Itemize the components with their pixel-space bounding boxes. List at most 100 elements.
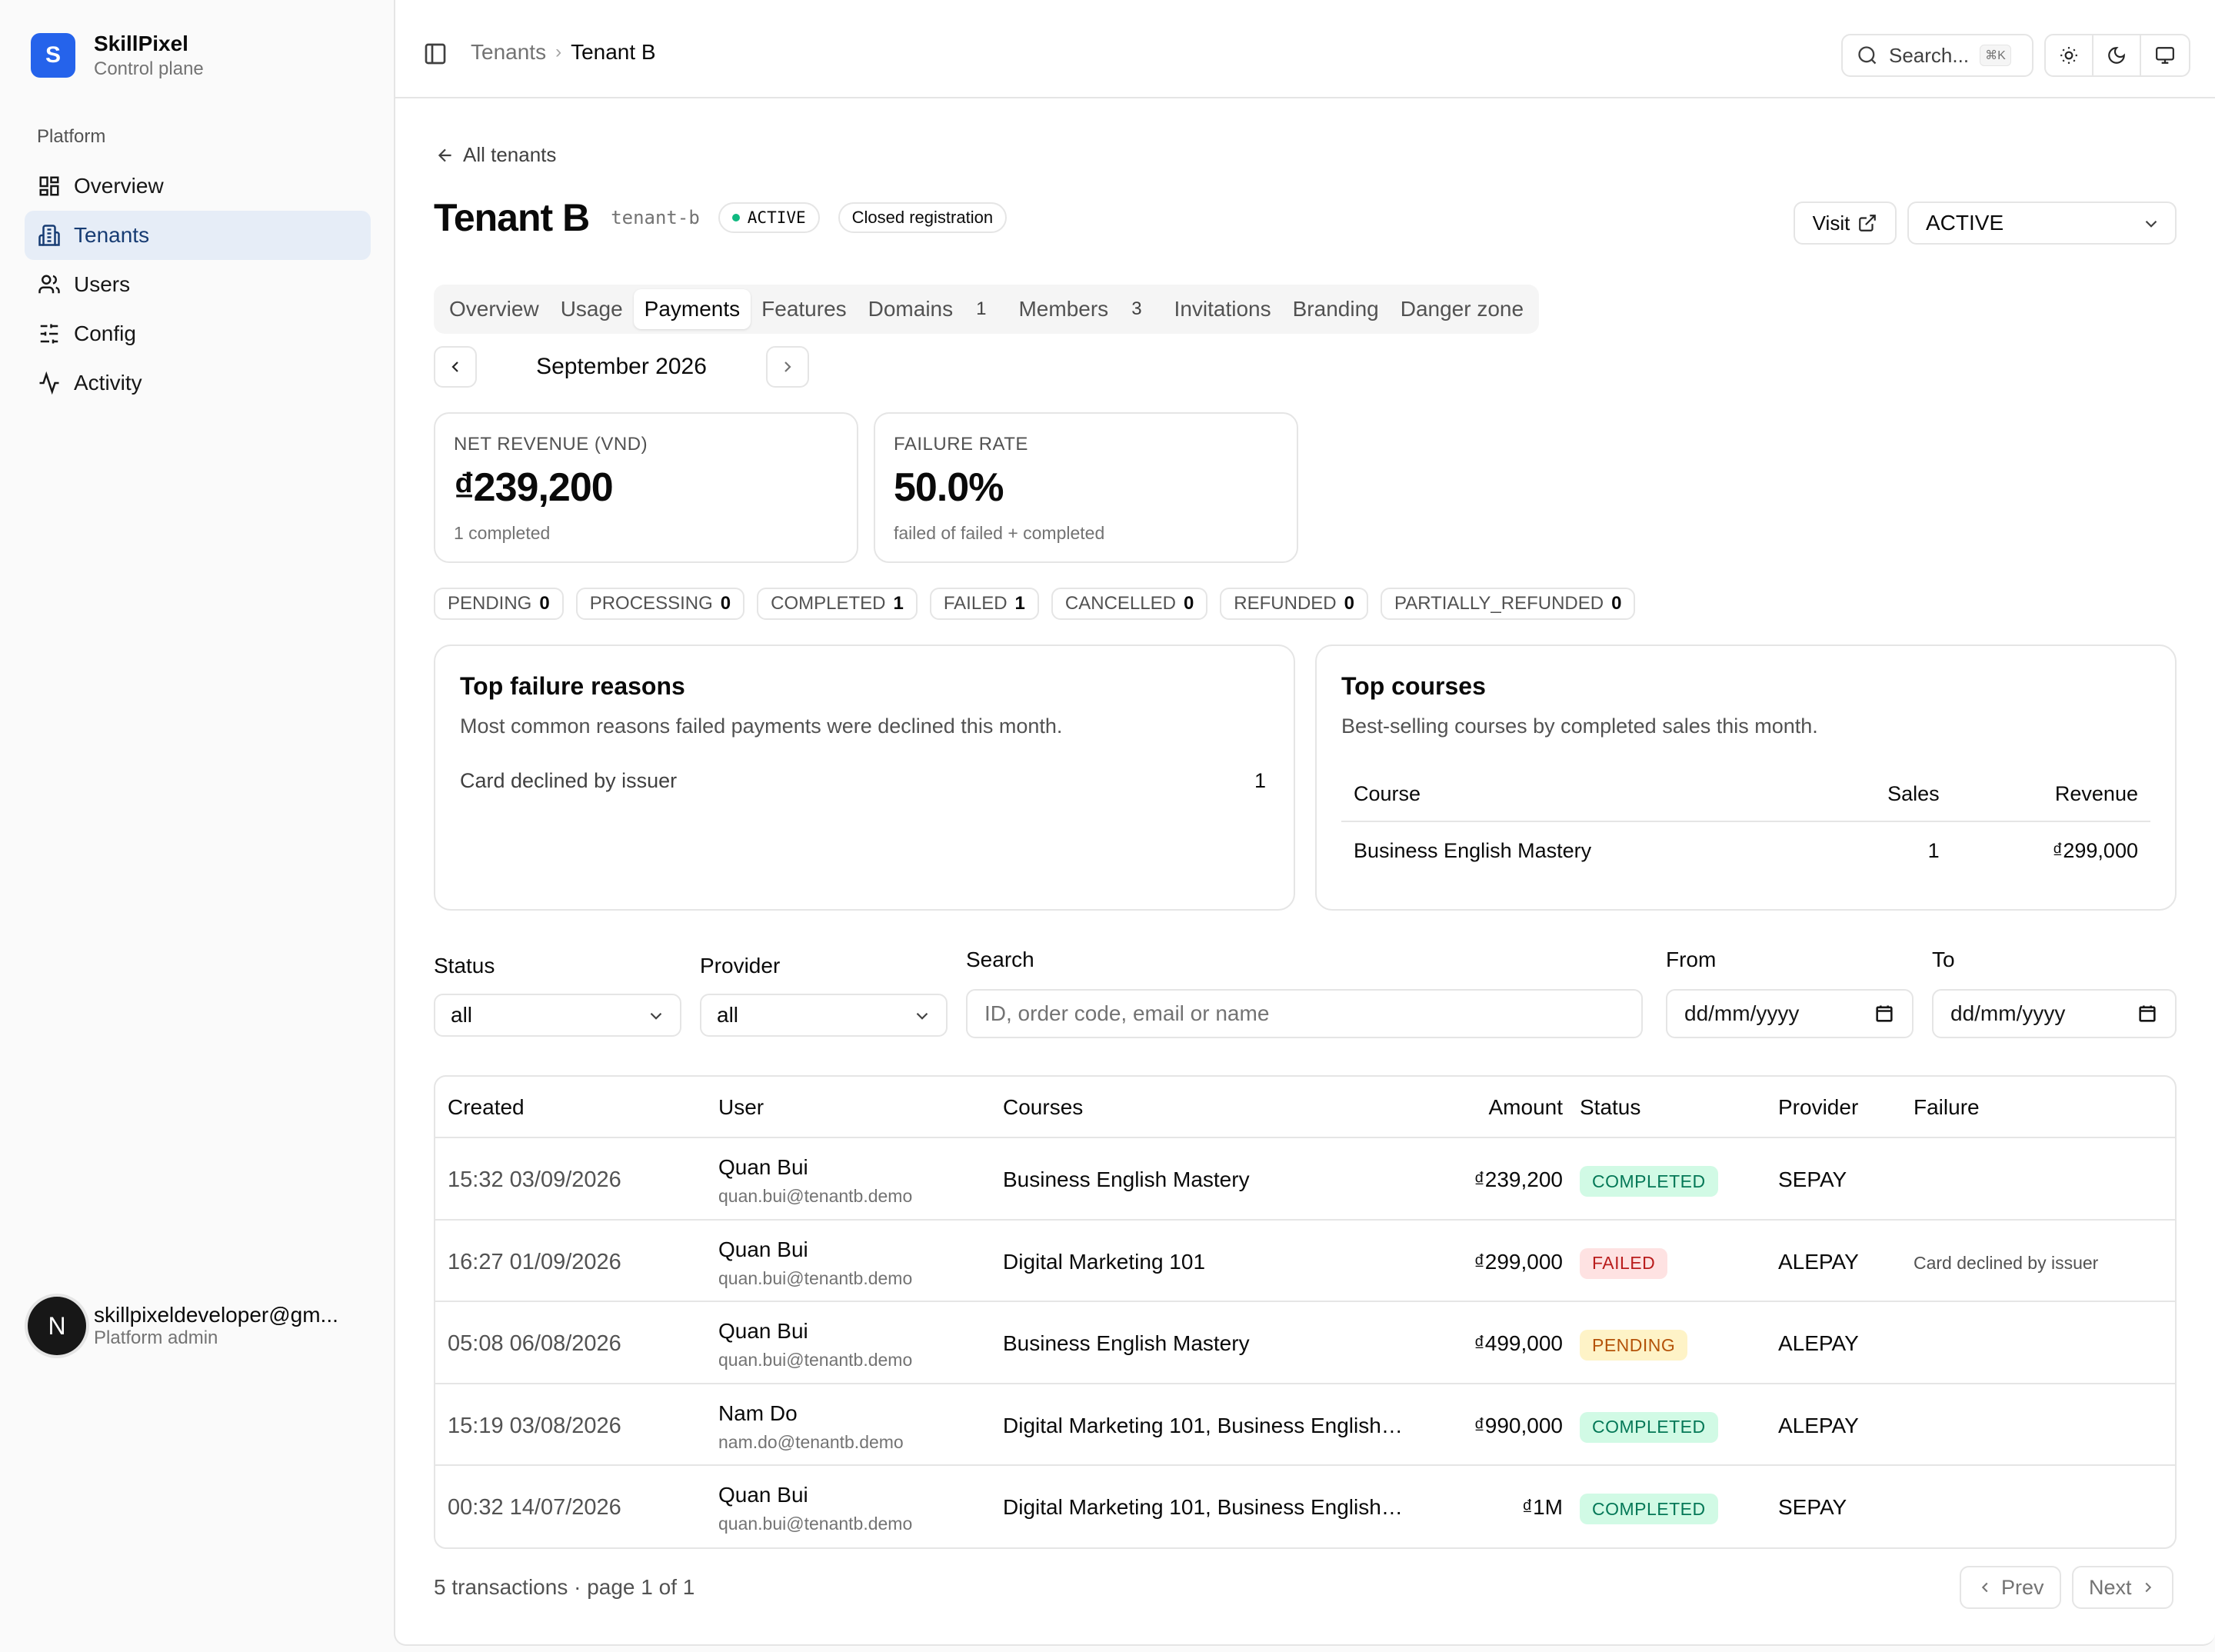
status-chip-pending: PENDING 0 bbox=[434, 588, 564, 620]
search-shortcut: ⌘K bbox=[1980, 45, 2011, 66]
column-header-status: Status bbox=[1580, 1095, 1641, 1119]
registration-badge: Closed registration bbox=[838, 202, 1008, 233]
calendar-icon[interactable] bbox=[1874, 1003, 1895, 1024]
stat-sub: failed of failed + completed bbox=[894, 523, 1105, 543]
visit-button[interactable]: Visit bbox=[1794, 202, 1897, 245]
column-header-created: Created bbox=[448, 1095, 525, 1119]
sidebar-item-users[interactable]: Users bbox=[25, 260, 371, 309]
column-header: Sales bbox=[1814, 768, 1952, 822]
status-dot bbox=[731, 214, 740, 221]
brand[interactable]: S SkillPixel Control plane bbox=[31, 31, 204, 80]
tab-usage[interactable]: Usage bbox=[550, 289, 634, 329]
status-badge: COMPLETED bbox=[1580, 1166, 1718, 1197]
created-cell: 05:08 06/08/2026 bbox=[448, 1331, 621, 1356]
tab-label: Branding bbox=[1292, 297, 1379, 321]
prev-page-button[interactable]: Prev bbox=[1960, 1566, 2061, 1609]
sidebar-item-label: Users bbox=[74, 272, 131, 296]
tenant-tabs: Overview Usage Payments Features Domains… bbox=[434, 285, 1540, 334]
chip-label: PROCESSING bbox=[589, 593, 713, 614]
calendar-icon[interactable] bbox=[2137, 1003, 2158, 1024]
provider-cell: SEPAY bbox=[1778, 1495, 1847, 1519]
tab-domains[interactable]: Domains 1 bbox=[858, 289, 1008, 329]
next-page-button[interactable]: Next bbox=[2072, 1566, 2173, 1609]
top-courses-table: Course Sales Revenue Business English Ma… bbox=[1341, 768, 2150, 880]
panel-title: Top courses bbox=[1341, 672, 1486, 700]
table-row[interactable]: 16:27 01/09/2026 Quan Bui quan.bui@tenan… bbox=[435, 1221, 2175, 1302]
status-chip-failed: FAILED 1 bbox=[929, 588, 1039, 620]
user-email: quan.bui@tenantb.demo bbox=[718, 1350, 913, 1370]
user-email: nam.do@tenantb.demo bbox=[718, 1431, 904, 1452]
table-row[interactable]: 05:08 06/08/2026 Quan Bui quan.bui@tenan… bbox=[435, 1302, 2175, 1384]
failure-cell: Card declined by issuer bbox=[1914, 1252, 2099, 1273]
provider-cell: ALEPAY bbox=[1778, 1413, 1859, 1437]
search-input[interactable]: ID, order code, email or name bbox=[966, 989, 1643, 1038]
courses-cell: Business English Mastery bbox=[1003, 1167, 1250, 1191]
sidebar-item-label: Config bbox=[74, 321, 136, 345]
tab-features[interactable]: Features bbox=[751, 289, 858, 329]
month-navigator: September 2026 bbox=[434, 346, 809, 388]
sidebar-item-tenants[interactable]: Tenants bbox=[25, 211, 371, 260]
tab-overview[interactable]: Overview bbox=[438, 289, 550, 329]
user-menu[interactable]: N skillpixeldeveloper@gm... Platform adm… bbox=[28, 1297, 355, 1355]
column-header: Revenue bbox=[1951, 768, 2150, 822]
courses-cell: Digital Marketing 101, Business English … bbox=[1003, 1413, 1403, 1437]
table-row[interactable]: 00:32 14/07/2026 Quan Bui quan.bui@tenan… bbox=[435, 1466, 2175, 1547]
tenant-status-select[interactable]: ACTIVE bbox=[1907, 202, 2177, 245]
provider-filter-select[interactable]: all bbox=[700, 994, 948, 1037]
page-title: Tenant B bbox=[434, 196, 590, 239]
tab-label: Danger zone bbox=[1400, 297, 1524, 321]
system-theme-button[interactable] bbox=[2141, 35, 2189, 75]
to-date-input[interactable]: dd/mm/yyyy bbox=[1932, 989, 2177, 1038]
chip-count: 0 bbox=[720, 593, 731, 614]
status-filter-select[interactable]: all bbox=[434, 994, 681, 1037]
table-row: Business English Mastery 1 ₫299,000 bbox=[1341, 821, 2150, 880]
tab-danger-zone[interactable]: Danger zone bbox=[1390, 289, 1534, 329]
status-badge: PENDING bbox=[1580, 1330, 1688, 1361]
back-to-tenants-link[interactable]: All tenants bbox=[435, 143, 556, 167]
user-email: skillpixeldeveloper@gm... bbox=[94, 1302, 338, 1327]
search-filter-label: Search bbox=[966, 948, 1034, 971]
amount-cell: ₫499,000 bbox=[1474, 1331, 1563, 1355]
sidebar-item-overview[interactable]: Overview bbox=[25, 162, 371, 211]
app-subtitle: Control plane bbox=[94, 58, 204, 79]
table-row[interactable]: 15:32 03/09/2026 Quan Bui quan.bui@tenan… bbox=[435, 1138, 2175, 1221]
table-row[interactable]: 15:19 03/08/2026 Nam Do nam.do@tenantb.d… bbox=[435, 1384, 2175, 1466]
failure-reason: Card declined by issuer bbox=[460, 769, 678, 792]
sidebar-toggle-icon[interactable] bbox=[423, 42, 448, 66]
tab-branding[interactable]: Branding bbox=[1282, 289, 1390, 329]
table-header: Created User Courses Amount Status Provi… bbox=[435, 1077, 2175, 1138]
chip-count: 0 bbox=[1344, 593, 1354, 614]
sidebar-item-activity[interactable]: Activity bbox=[25, 358, 371, 408]
user-name: Quan Bui bbox=[718, 1483, 808, 1507]
tab-members[interactable]: Members 3 bbox=[1008, 289, 1163, 329]
next-month-button[interactable] bbox=[766, 346, 809, 388]
chip-label: PENDING bbox=[448, 593, 532, 614]
chevron-down-icon bbox=[646, 1006, 666, 1026]
tenant-status-value: ACTIVE bbox=[1926, 211, 2004, 235]
dark-theme-button[interactable] bbox=[2093, 35, 2141, 75]
created-cell: 15:32 03/09/2026 bbox=[448, 1167, 621, 1192]
chip-label: REFUNDED bbox=[1234, 593, 1337, 614]
chip-count: 1 bbox=[893, 593, 904, 614]
sidebar-item-config[interactable]: Config bbox=[25, 309, 371, 358]
chip-count: 0 bbox=[539, 593, 550, 614]
light-theme-button[interactable] bbox=[2046, 35, 2093, 75]
back-link-label: All tenants bbox=[463, 143, 557, 166]
search-button[interactable]: Search... ⌘K bbox=[1841, 34, 2033, 77]
status-chip-partially-refunded: PARTIALLY_REFUNDED 0 bbox=[1381, 588, 1636, 620]
course-revenue: ₫299,000 bbox=[2052, 839, 2138, 862]
theme-switcher bbox=[2044, 34, 2190, 77]
breadcrumb-tenants[interactable]: Tenants bbox=[471, 40, 547, 64]
prev-month-button[interactable] bbox=[434, 346, 477, 388]
column-header-failure: Failure bbox=[1914, 1095, 1980, 1119]
tab-label: Overview bbox=[449, 297, 539, 321]
from-date-label: From bbox=[1666, 948, 1717, 971]
from-date-input[interactable]: dd/mm/yyyy bbox=[1666, 989, 1914, 1038]
tab-invitations[interactable]: Invitations bbox=[1164, 289, 1282, 329]
tab-payments[interactable]: Payments bbox=[633, 289, 751, 329]
prev-label: Prev bbox=[2001, 1575, 2044, 1599]
tenant-header: Tenant B tenant-b ACTIVE Closed registra… bbox=[434, 195, 1008, 240]
chip-count: 1 bbox=[1014, 593, 1025, 614]
column-header: Course bbox=[1341, 768, 1814, 822]
breadcrumb-current: Tenant B bbox=[571, 40, 656, 64]
